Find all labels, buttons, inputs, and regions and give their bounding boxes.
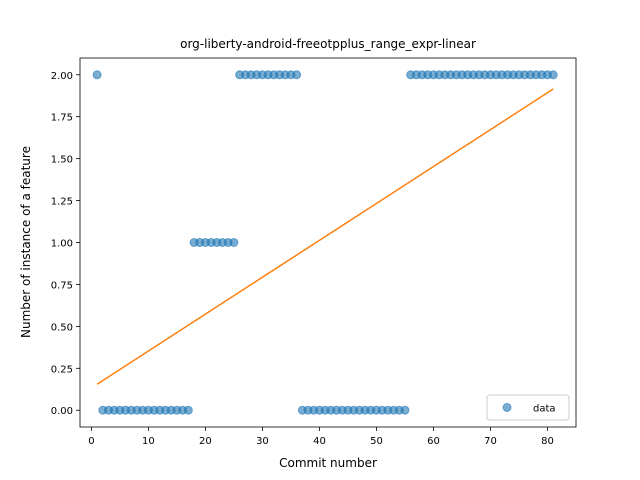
y-tick-label: 0.75 [51, 280, 73, 291]
data-point [548, 70, 558, 80]
x-tick-label: 60 [427, 436, 440, 447]
data-point [400, 405, 410, 415]
data-point [229, 238, 239, 247]
legend-label: data [533, 404, 556, 415]
x-tick-label: 0 [88, 436, 94, 447]
x-tick-label: 50 [370, 436, 383, 447]
y-tick-label: 0.00 [51, 406, 73, 417]
data-point [292, 70, 302, 80]
chart-title: org-liberty-android-freeotpplus_range_ex… [180, 37, 476, 51]
y-tick-label: 1.75 [51, 113, 73, 124]
x-axis-label: Commit number [279, 456, 377, 470]
x-tick-label: 70 [484, 436, 497, 447]
y-tick-label: 1.00 [51, 239, 73, 250]
y-tick-label: 0.25 [51, 364, 73, 375]
fit-line [96, 88, 554, 385]
x-tick-label: 40 [313, 436, 326, 447]
y-tick-label: 2.00 [51, 71, 73, 82]
x-axis: 0 10 20 30 40 50 60 70 80 [88, 427, 554, 447]
x-tick-label: 30 [256, 436, 269, 447]
x-tick-label: 10 [142, 436, 155, 447]
y-axis: 0.00 0.25 0.50 0.75 1.00 1.25 1.50 1.75 2.00 [51, 71, 80, 417]
x-tick-label: 80 [541, 436, 554, 447]
y-axis-label: Number of instance of a feature [19, 146, 33, 338]
y-tick-label: 1.50 [51, 155, 73, 166]
y-tick-label: 1.25 [51, 197, 73, 208]
y-tick-label: 0.50 [51, 322, 73, 333]
plot-area [79, 57, 577, 428]
data-point [183, 405, 193, 415]
legend-marker [502, 403, 512, 412]
data-point [92, 70, 102, 80]
legend: data [486, 394, 570, 421]
x-tick-label: 20 [199, 436, 212, 447]
legend-box [486, 394, 570, 421]
